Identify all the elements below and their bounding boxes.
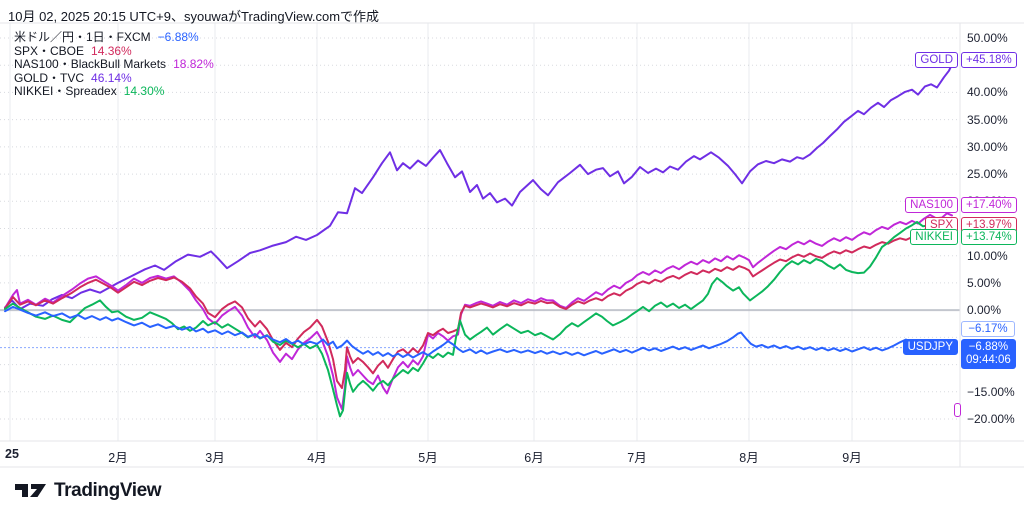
time-axis-label: 9月 [842,451,862,465]
legend-symbol-label: 米ドル／円・1日・FXCM [14,30,151,44]
time-axis-label: 6月 [524,451,544,465]
price-label-countdown: 09:44:06 [966,354,1011,366]
chart-legend: 米ドル／円・1日・FXCM −6.88% SPX・CBOE 14.36% NAS100・… [14,30,214,99]
time-axis-label: 8月 [739,451,759,465]
price-label-value: −6.17% [961,321,1015,337]
time-axis-label: 5月 [418,451,438,465]
legend-symbol-label: NAS100・BlackBull Markets [14,57,167,72]
tradingview-logo-icon [15,483,46,497]
legend-item-2[interactable]: NAS100・BlackBull Markets 18.82% [14,57,214,72]
legend-item-0[interactable]: 米ドル／円・1日・FXCM −6.88% [14,30,214,45]
legend-change-value: 18.82% [173,57,214,72]
legend-item-3[interactable]: GOLD・TVC 46.14% [14,70,214,86]
scale-label: −20.00% [967,412,1015,426]
price-label-symbol-gold[interactable]: GOLD [915,52,958,68]
tradingview-logo[interactable]: TradingView [14,480,162,502]
series-line-nas100[interactable] [4,212,953,411]
legend-change-value: 46.14% [91,70,132,85]
price-label-value: +45.18% [961,52,1017,68]
price-label-symbol-usdjpy[interactable]: USDJPY [902,339,958,355]
legend-item-1[interactable]: SPX・CBOE 14.36% [14,43,214,59]
series-line-gold[interactable] [4,63,953,311]
price-label-value: −6.88% 09:44:06 [961,339,1016,369]
price-label-value: +13.74% [961,229,1017,245]
legend-item-4[interactable]: NIKKEI・Spreadex 14.30% [14,85,214,99]
tradingview-logo-text: TradingView [54,480,162,501]
time-axis-label: 25 [5,447,19,461]
series-line-spx[interactable] [4,231,953,389]
time-axis-label: 2月 [108,451,128,465]
attribution-text: 10月 02, 2025 20:15 UTC+9、syouwaがTradingV… [8,9,380,24]
time-axis-label: 7月 [627,451,647,465]
scale-label: 50.00% [967,31,1008,45]
price-label-symbol-nikkei[interactable]: NIKKEI [910,229,958,245]
series-line-usdjpy[interactable] [4,305,953,359]
scale-label: 30.00% [967,139,1008,154]
scale-label: 5.00% [967,275,1002,290]
legend-symbol-label: NIKKEI・Spreadex [14,84,117,99]
scale-label: 25.00% [967,167,1008,182]
price-label-symbol-nas100[interactable]: NAS100 [905,197,958,213]
scale-label: −15.00% [967,384,1015,399]
clipped-price-label-fragment [954,403,961,417]
scale-label: 40.00% [967,85,1008,100]
legend-change-value: 14.36% [91,43,132,58]
series-line-nikkei[interactable] [4,221,953,418]
time-axis-label: 3月 [205,451,225,465]
scale-label: 35.00% [967,112,1008,127]
price-label-value: +17.40% [961,197,1017,213]
price-label-change: −6.88% [968,341,1009,353]
legend-symbol-label: SPX・CBOE [14,43,85,58]
time-axis-label: 4月 [307,451,327,465]
legend-change-value: 14.30% [123,84,165,99]
legend-change-value: −6.88% [157,30,199,44]
scale-label: 0.00% [967,303,1002,318]
legend-symbol-label: GOLD・TVC [14,70,85,85]
scale-label: 10.00% [967,248,1008,263]
